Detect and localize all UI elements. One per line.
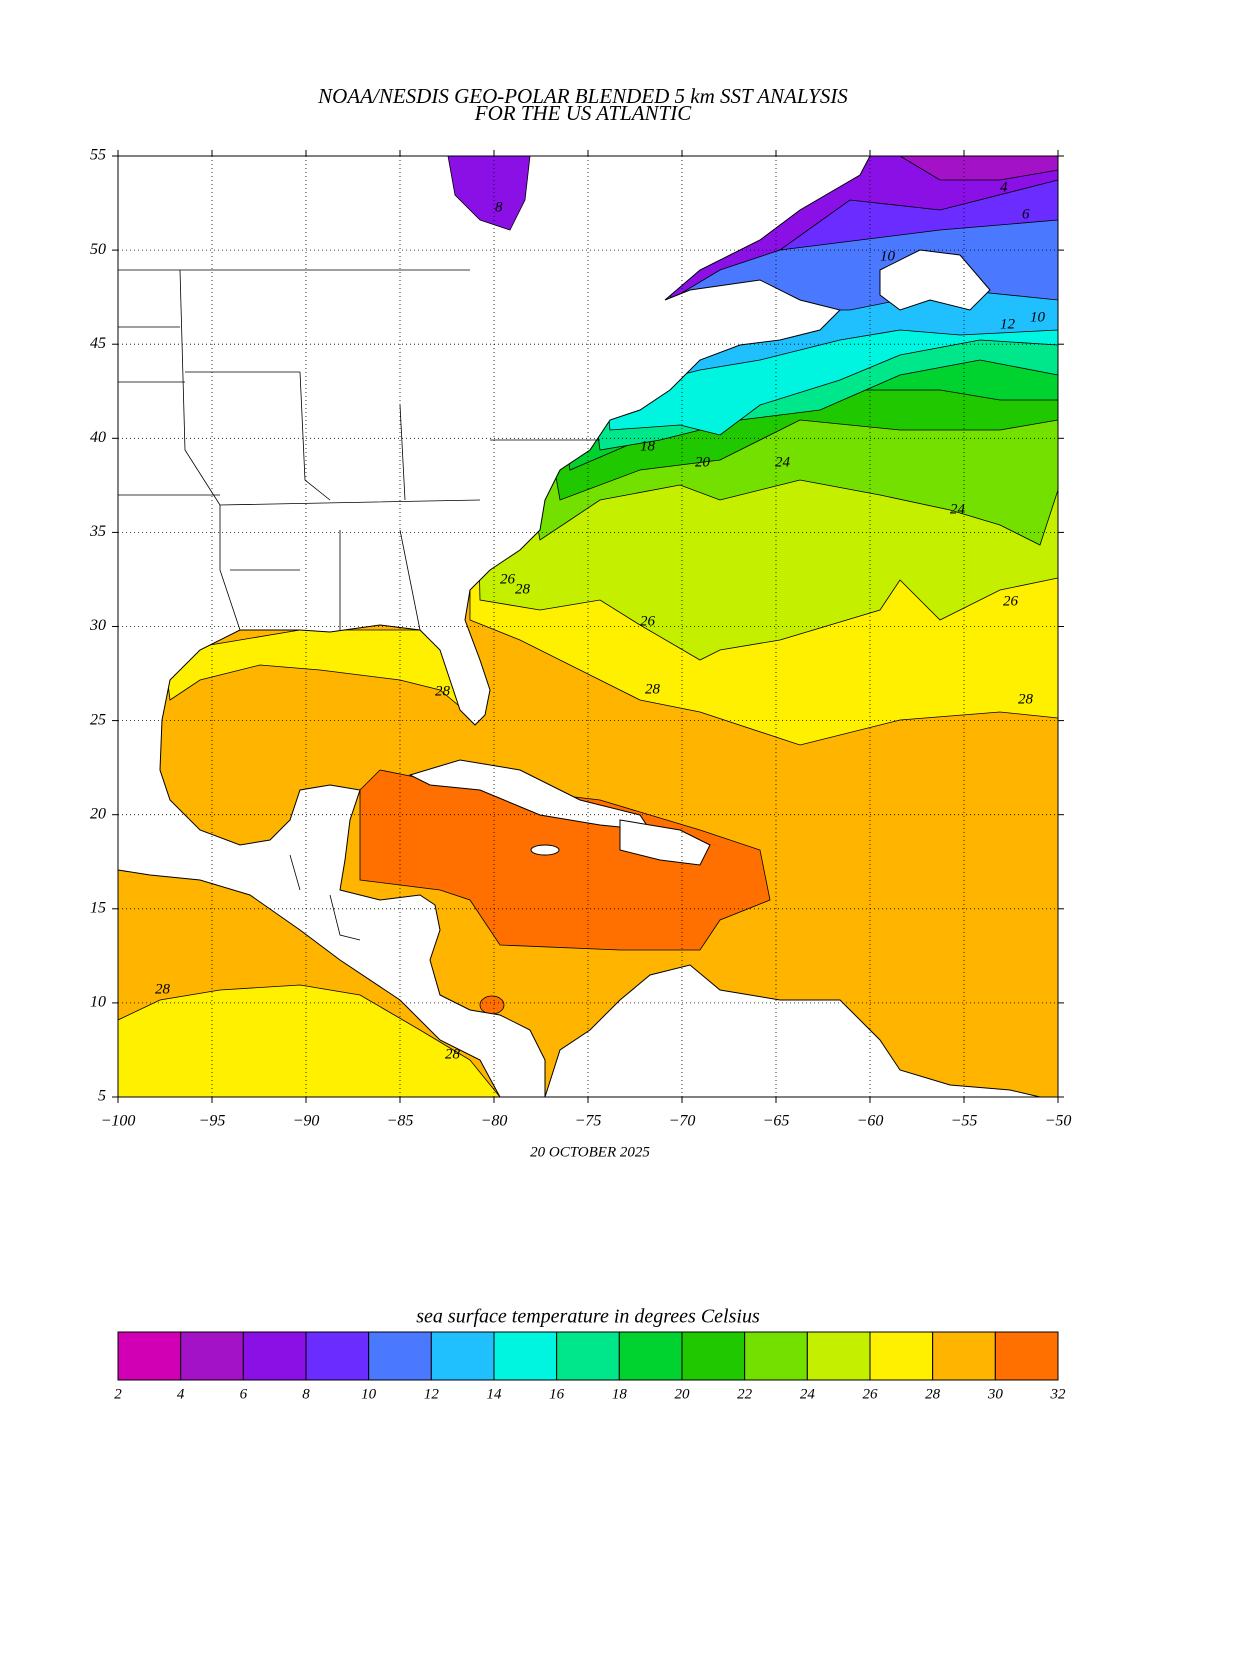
land: [619, 819, 711, 866]
colorbar-label: 26: [863, 1386, 879, 1402]
colorbar-label: 10: [361, 1386, 377, 1402]
colorbar-label: 32: [1050, 1386, 1067, 1402]
contour-label: 26: [500, 571, 516, 587]
colorbar-swatch: [430, 1331, 495, 1381]
colorbar-swatch: [305, 1331, 370, 1381]
sst-region: [899, 156, 1058, 181]
contour-label: 24: [775, 454, 791, 470]
colorbar-label: 22: [737, 1386, 753, 1402]
colorbar-label: 6: [240, 1386, 248, 1402]
y-tick-label: 5: [98, 1088, 106, 1105]
title: NOAA/NESDIS GEO-POLAR BLENDED 5 km SST A…: [317, 84, 848, 108]
y-tick-label: 45: [90, 335, 106, 352]
contour-label: 4: [1000, 179, 1008, 195]
x-tick-label: −50: [1045, 1113, 1072, 1130]
x-tick-label: −95: [199, 1113, 226, 1130]
subtitle: FOR THE US ATLANTIC: [474, 101, 692, 125]
colorbar-swatch: [493, 1331, 558, 1381]
contour-label: 28: [445, 1046, 461, 1062]
colorbar-title: sea surface temperature in degrees Celsi…: [416, 1306, 760, 1328]
colorbar-label: 28: [925, 1386, 941, 1402]
y-tick-label: 10: [90, 994, 106, 1011]
x-tick-label: −85: [387, 1113, 414, 1130]
colorbar-swatch: [681, 1331, 746, 1381]
colorbar-label: 18: [612, 1386, 628, 1402]
sst-region: [118, 984, 501, 1097]
land: [879, 249, 991, 311]
y-tick-label: 30: [89, 617, 106, 634]
contour-label: 28: [155, 981, 171, 997]
x-tick-label: −80: [481, 1113, 508, 1130]
contour-label: 26: [640, 613, 656, 629]
colorbar-swatch: [556, 1331, 620, 1381]
contour-label: 28: [435, 683, 451, 699]
land: [530, 844, 560, 856]
colorbar-label: 2: [114, 1386, 122, 1402]
colorbar-swatch: [618, 1331, 683, 1381]
x-tick-label: −55: [951, 1113, 978, 1130]
colorbar-swatch: [744, 1331, 808, 1381]
y-tick-label: 35: [89, 523, 106, 540]
x-tick-label: −70: [669, 1113, 696, 1130]
contour-label: 6: [1022, 206, 1030, 222]
colorbar-label: 20: [675, 1386, 691, 1402]
colorbar-label: 8: [302, 1386, 310, 1402]
colorbar-swatch: [180, 1331, 244, 1381]
colorbar-swatch: [242, 1331, 307, 1381]
colorbar-label: 14: [487, 1386, 503, 1402]
x-tick-label: −75: [575, 1113, 602, 1130]
y-tick-label: 25: [90, 711, 106, 728]
y-tick-label: 20: [90, 805, 106, 822]
contour-label: 28: [515, 581, 531, 597]
x-tick-label: −100: [101, 1113, 136, 1130]
sst-region: [447, 156, 531, 231]
contour-label: 10: [880, 248, 896, 264]
date: 20 OCTOBER 2025: [530, 1144, 650, 1160]
colorbar-swatch: [806, 1331, 871, 1381]
colorbar-label: 4: [177, 1386, 185, 1402]
contour-label: 28: [1018, 691, 1034, 707]
contour-label: 24: [950, 501, 966, 517]
x-tick-label: −60: [857, 1113, 884, 1130]
colorbar-label: 24: [800, 1386, 816, 1402]
x-tick-label: −90: [293, 1113, 320, 1130]
colorbar-label: 16: [549, 1386, 565, 1402]
contour-label: 8: [495, 199, 503, 215]
colorbar-swatch: [932, 1331, 996, 1381]
colorbar-swatch: [869, 1331, 934, 1381]
contour-label: 18: [640, 438, 656, 454]
contour-label: 12: [1000, 316, 1016, 332]
x-tick-label: −65: [763, 1113, 790, 1130]
land: [544, 964, 1041, 1097]
colorbar-label: 30: [987, 1386, 1004, 1402]
y-tick-label: 15: [90, 899, 106, 916]
contour-label: 26: [1003, 593, 1019, 609]
political-borders: [118, 269, 600, 941]
y-tick-label: 55: [90, 147, 106, 164]
y-tick-label: 50: [90, 241, 106, 258]
colorbar-swatch: [368, 1331, 432, 1381]
colorbar-label: 12: [424, 1386, 440, 1402]
sst-region: [479, 995, 505, 1015]
colorbar-swatch: [117, 1331, 182, 1381]
y-tick-label: 40: [90, 429, 106, 446]
contour-label: 28: [645, 681, 661, 697]
colorbar-swatch: [994, 1331, 1059, 1381]
contour-label: 20: [695, 454, 711, 470]
map-area: [118, 156, 1058, 1097]
contour-label: 10: [1030, 309, 1046, 325]
